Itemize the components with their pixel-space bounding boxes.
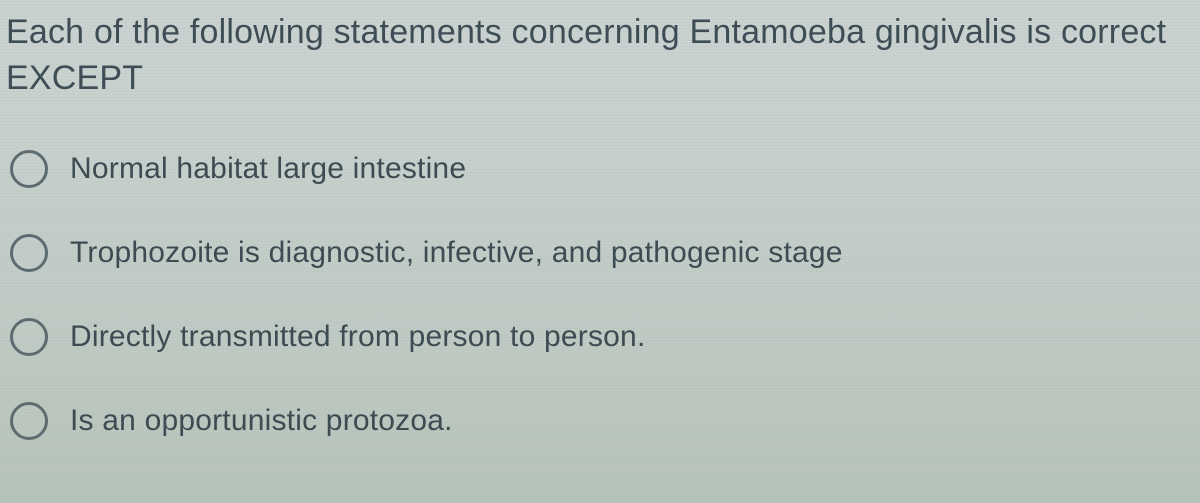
radio-icon[interactable]	[10, 402, 48, 440]
option-row[interactable]: Directly transmitted from person to pers…	[10, 318, 1194, 356]
option-label: Normal habitat large intestine	[70, 152, 466, 186]
options-list: Normal habitat large intestine Trophozoi…	[6, 150, 1194, 440]
option-row[interactable]: Normal habitat large intestine	[10, 150, 1194, 188]
option-label: Trophozoite is diagnostic, infective, an…	[70, 236, 843, 270]
radio-icon[interactable]	[10, 150, 48, 188]
option-label: Is an opportunistic protozoa.	[70, 404, 453, 438]
radio-icon[interactable]	[10, 318, 48, 356]
question-text: Each of the following statements concern…	[6, 10, 1194, 102]
radio-icon[interactable]	[10, 234, 48, 272]
option-row[interactable]: Trophozoite is diagnostic, infective, an…	[10, 234, 1194, 272]
question-block: Each of the following statements concern…	[6, 10, 1194, 440]
option-row[interactable]: Is an opportunistic protozoa.	[10, 402, 1194, 440]
option-label: Directly transmitted from person to pers…	[70, 320, 645, 354]
